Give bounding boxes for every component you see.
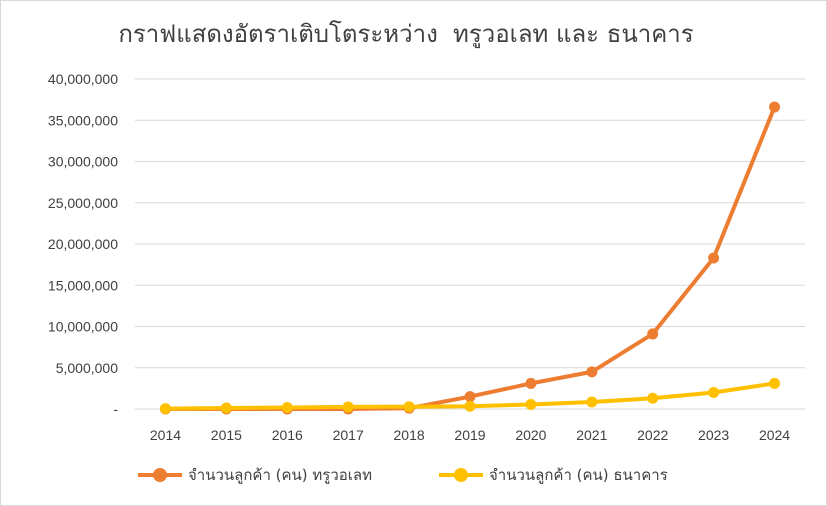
y-tick-label: 5,000,000 <box>56 360 118 376</box>
y-tick-label: - <box>113 401 118 417</box>
legend-label-truewallet: จำนวนลูกค้า (คน) ทรูวอเลท <box>188 466 372 484</box>
y-tick-label: 35,000,000 <box>48 112 118 128</box>
legend-label-bank: จำนวนลูกค้า (คน) ธนาคาร <box>489 466 668 484</box>
legend-item-bank: จำนวนลูกค้า (คน) ธนาคาร <box>437 462 668 488</box>
y-tick-label: 25,000,000 <box>48 195 118 211</box>
x-tick-label: 2020 <box>515 427 546 443</box>
y-axis-tick-labels: - 5,000,000 10,000,000 15,000,000 20,000,000… <box>48 71 118 417</box>
legend-marker-truewallet <box>153 468 167 482</box>
data-point-bank <box>342 401 354 413</box>
data-point-truewallet <box>586 366 598 378</box>
y-tick-label: 20,000,000 <box>48 236 118 252</box>
series-line-truewallet <box>163 105 777 411</box>
data-point-bank <box>403 401 415 413</box>
y-tick-label: 10,000,000 <box>48 319 118 335</box>
y-tick-label: 15,000,000 <box>48 277 118 293</box>
series-points <box>159 101 781 415</box>
x-tick-label: 2024 <box>759 427 790 443</box>
y-tick-label: 40,000,000 <box>48 71 118 87</box>
data-point-bank <box>220 402 232 414</box>
x-axis-tick-labels: 2014 2015 2016 2017 2018 2019 2020 2021 2022 2023… <box>150 427 790 443</box>
data-point-bank <box>769 377 781 389</box>
data-point-bank <box>159 403 171 415</box>
x-tick-label: 2014 <box>150 427 181 443</box>
y-tick-label: 30,000,000 <box>48 154 118 170</box>
legend-swatch-bank <box>437 462 485 488</box>
x-tick-label: 2015 <box>211 427 242 443</box>
chart-title: กราฟแสดงอัตราเติบโตระหว่าง ทรูวอเลท และ … <box>118 20 694 48</box>
data-point-bank <box>525 398 537 410</box>
data-point-truewallet <box>525 377 537 389</box>
x-tick-label: 2023 <box>698 427 729 443</box>
data-point-bank <box>586 396 598 408</box>
gridlines <box>135 78 805 410</box>
data-point-truewallet <box>769 101 781 113</box>
data-point-truewallet <box>708 252 720 264</box>
data-point-bank <box>464 400 476 412</box>
x-tick-label: 2018 <box>394 427 425 443</box>
data-point-truewallet <box>647 328 659 340</box>
x-tick-label: 2019 <box>454 427 485 443</box>
data-point-bank <box>647 392 659 404</box>
x-tick-label: 2022 <box>637 427 668 443</box>
legend-item-truewallet: จำนวนลูกค้า (คน) ทรูวอเลท <box>136 462 372 488</box>
data-point-bank <box>281 402 293 414</box>
data-point-bank <box>708 387 720 398</box>
legend-marker-bank <box>454 468 468 482</box>
x-tick-label: 2017 <box>333 427 364 443</box>
x-tick-label: 2016 <box>272 427 303 443</box>
legend-swatch-truewallet <box>136 462 184 488</box>
data-point-truewallet <box>464 391 476 403</box>
legend: จำนวนลูกค้า (คน) ทรูวอเลท จำนวนลูกค้า (ค… <box>0 462 827 488</box>
series-lines <box>163 105 777 411</box>
x-tick-label: 2021 <box>576 427 607 443</box>
